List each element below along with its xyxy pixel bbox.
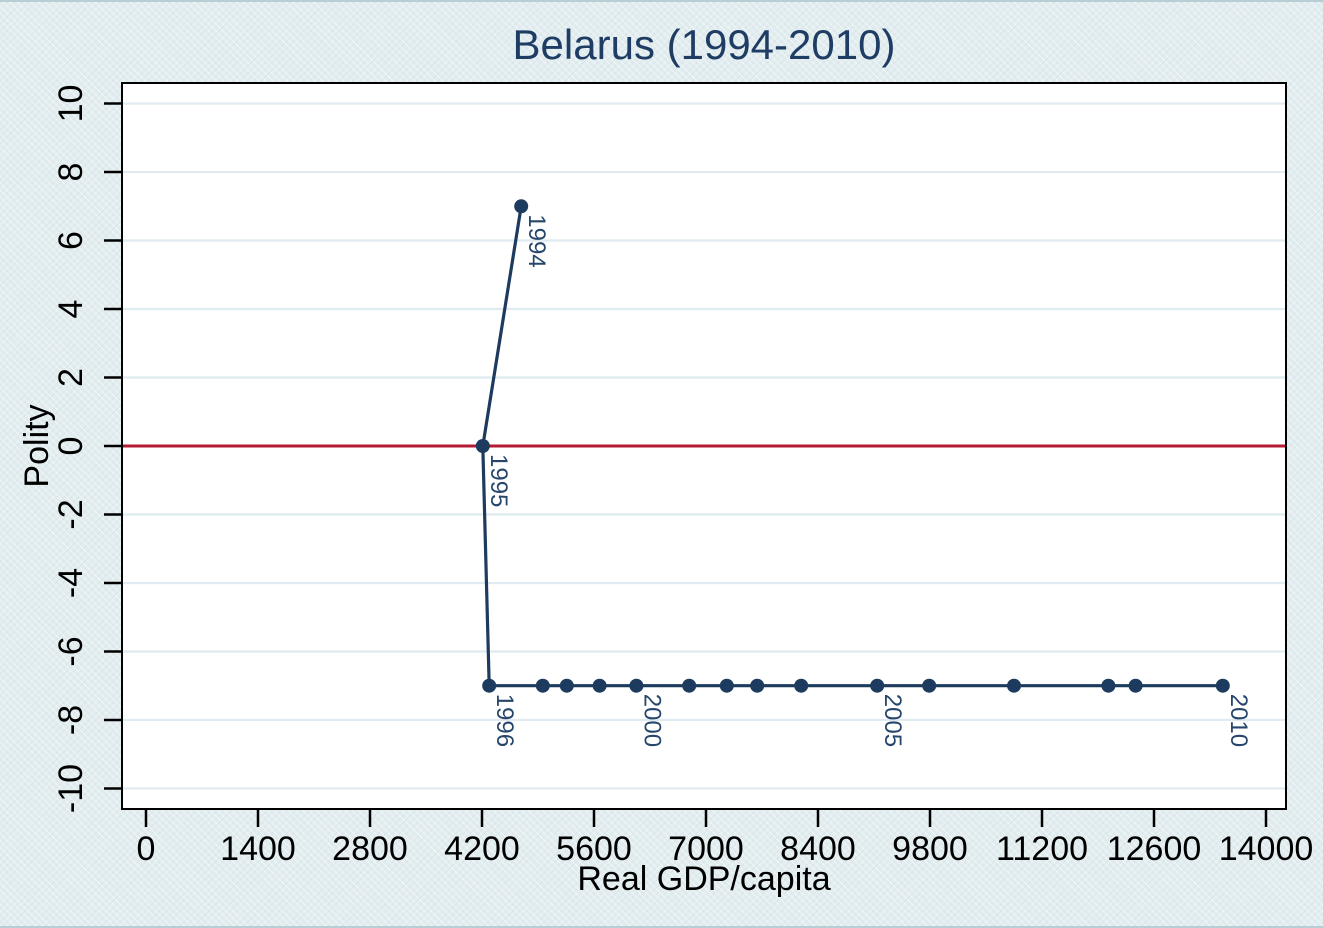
- y-axis-title: Polity: [18, 404, 56, 487]
- x-tick-label-9800: 9800: [892, 830, 968, 868]
- data-point-1998: [559, 678, 574, 693]
- y-tick-label-0: 0: [52, 437, 90, 456]
- y-tick-label-2: 2: [52, 368, 90, 387]
- x-tick-label-7000: 7000: [668, 830, 744, 868]
- y-tick-label--8: -8: [52, 705, 90, 735]
- data-point-1996: [482, 678, 497, 693]
- x-tick-label-5600: 5600: [556, 830, 632, 868]
- data-point-2002: [719, 678, 734, 693]
- point-label-2000: 2000: [638, 694, 665, 747]
- y-tick-label-8: 8: [52, 163, 90, 182]
- chart-title: Belarus (1994-2010): [512, 21, 896, 68]
- y-tick-label-10: 10: [52, 85, 90, 123]
- y-tick-label--2: -2: [52, 499, 90, 529]
- point-label-1995: 1995: [485, 454, 512, 507]
- point-label-2010: 2010: [1225, 694, 1252, 747]
- point-label-2005: 2005: [879, 694, 906, 747]
- data-point-2006: [922, 678, 937, 693]
- x-tick-label-11200: 11200: [996, 830, 1088, 868]
- x-tick-label-12600: 12600: [1107, 830, 1202, 868]
- data-point-2003: [750, 678, 765, 693]
- data-point-2001: [682, 678, 697, 693]
- x-tick-label-1400: 1400: [220, 830, 296, 868]
- data-point-2005: [870, 678, 885, 693]
- data-point-1995: [475, 439, 490, 453]
- x-tick-label-4200: 4200: [444, 830, 520, 868]
- y-tick-label-4: 4: [52, 300, 90, 319]
- data-point-1999: [592, 678, 607, 693]
- y-tick-label--10: -10: [52, 764, 90, 813]
- point-label-1996: 1996: [491, 694, 518, 747]
- data-point-1997: [535, 678, 550, 693]
- x-axis-title: Real GDP/capita: [577, 860, 830, 898]
- y-tick-label-6: 6: [52, 231, 90, 250]
- point-label-1994: 1994: [523, 214, 550, 267]
- data-point-2007: [1007, 678, 1021, 693]
- x-tick-label-0: 0: [137, 830, 156, 868]
- x-tick-label-2800: 2800: [332, 830, 408, 868]
- x-tick-label-14000: 14000: [1219, 830, 1314, 868]
- data-point-2000: [629, 678, 644, 693]
- x-tick-label-8400: 8400: [780, 830, 856, 868]
- data-point-2009: [1128, 678, 1143, 693]
- data-point-2004: [794, 678, 809, 693]
- plot-layer: 1994 1995 1996 2000 2005 2010 -10 -8 -6 -4 -2 0 2 4 6 8…: [52, 82, 1314, 868]
- y-tick-label--6: -6: [52, 636, 90, 666]
- y-tick-label--4: -4: [52, 568, 90, 598]
- data-point-2010: [1215, 678, 1230, 693]
- data-point-2008: [1101, 678, 1116, 693]
- data-point-1994: [514, 199, 529, 214]
